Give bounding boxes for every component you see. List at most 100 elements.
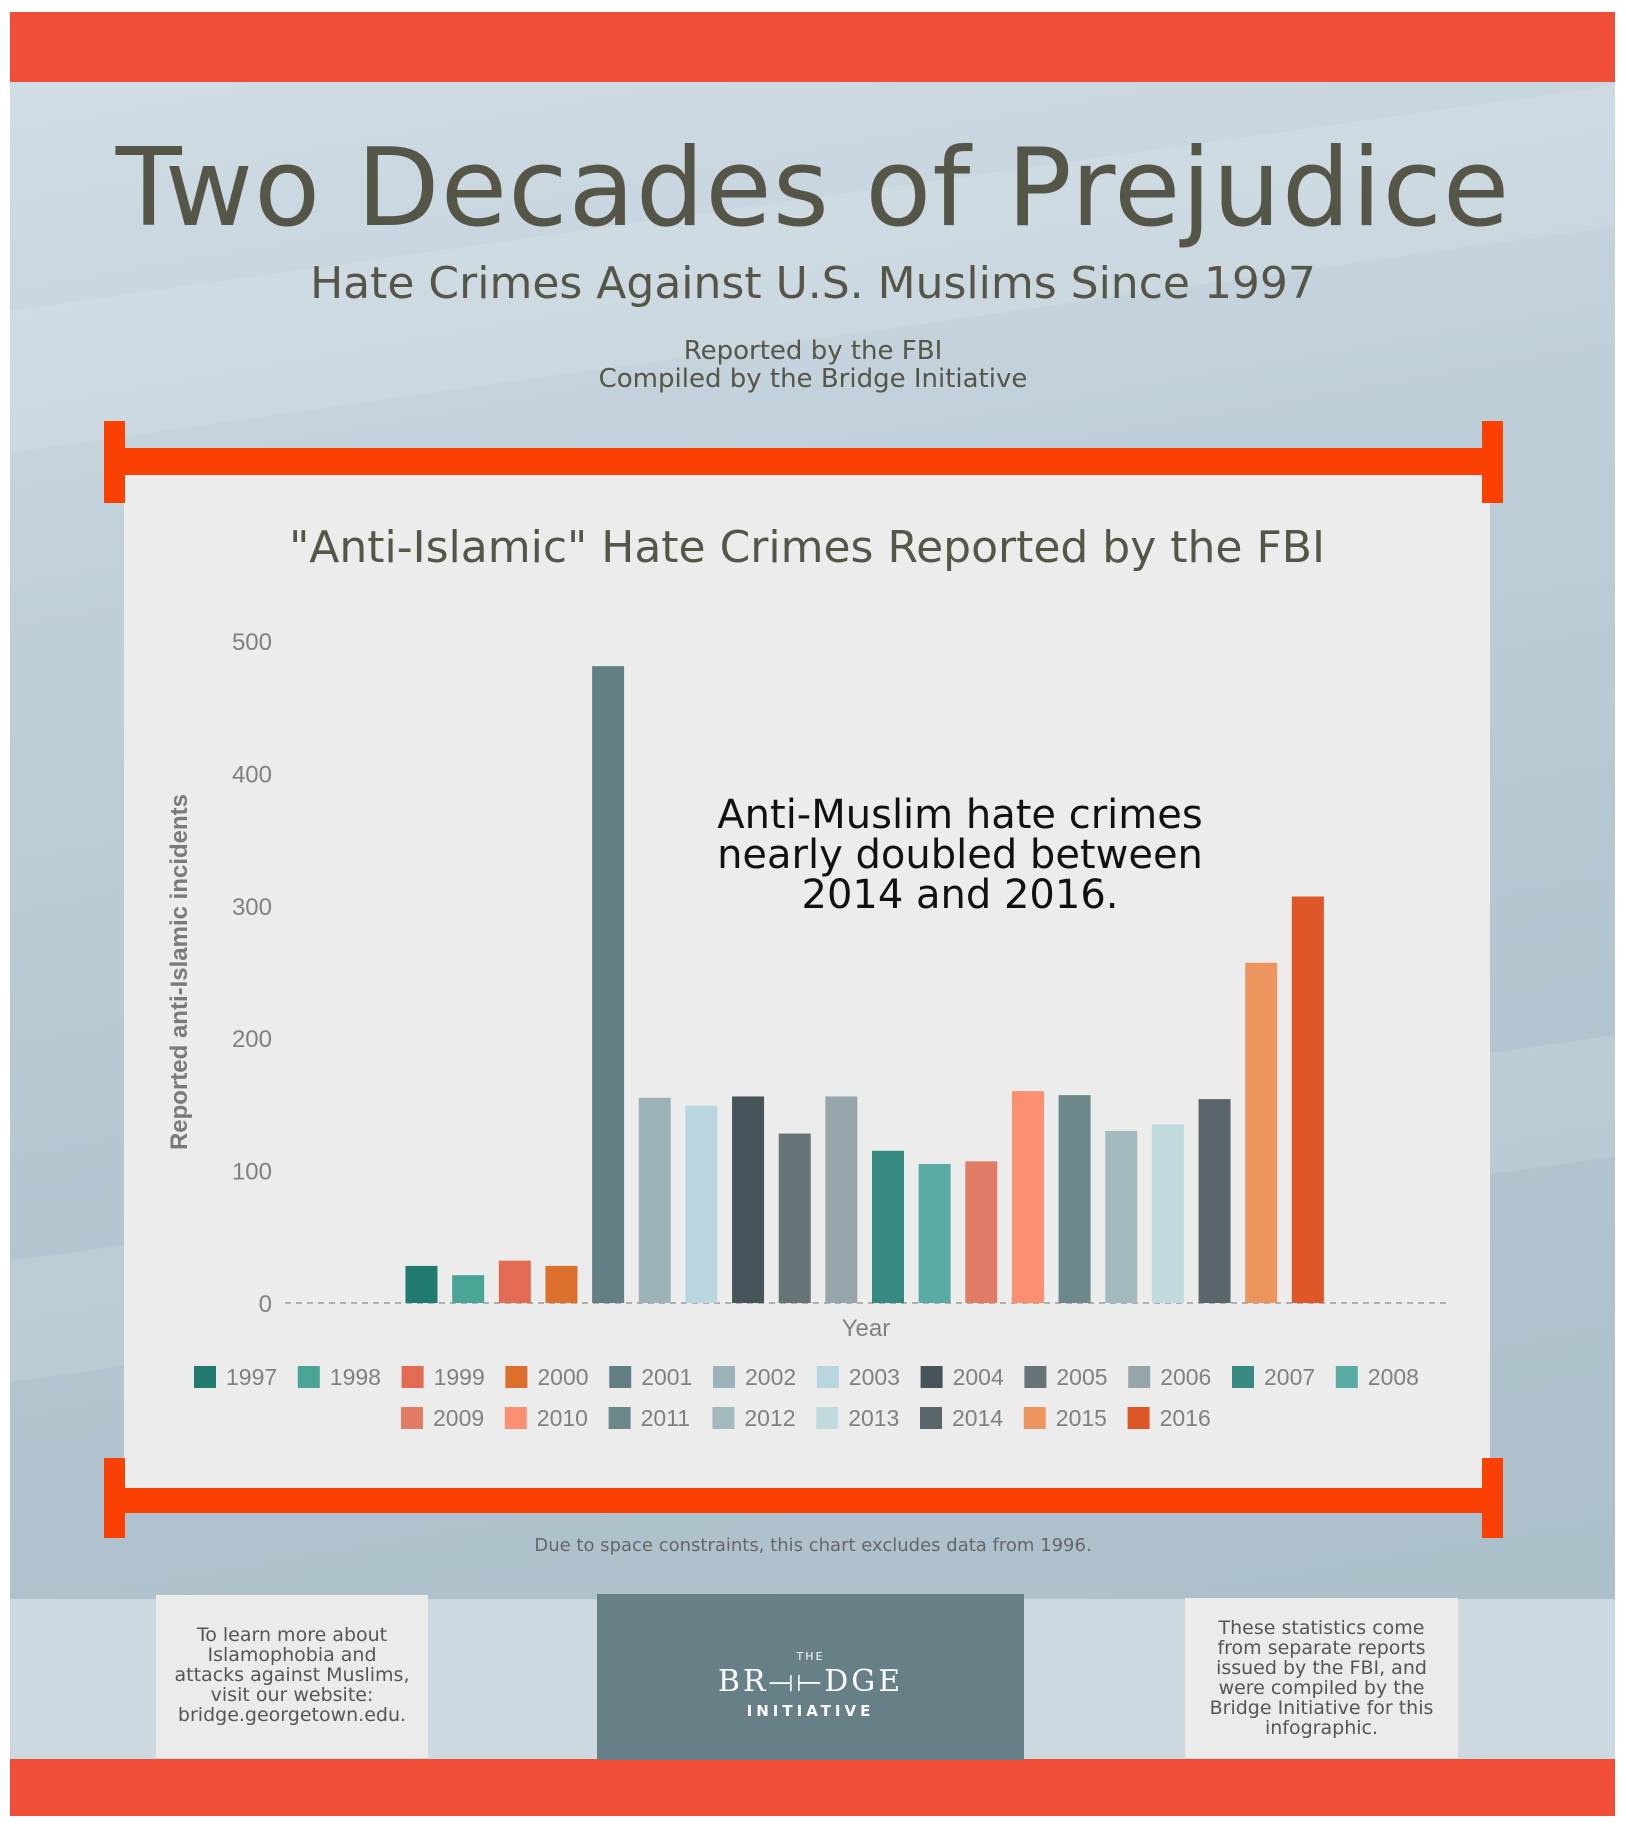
legend-label-2006: 2006 <box>1160 1364 1211 1390</box>
bar-2005 <box>778 1133 811 1303</box>
bar-2010 <box>1011 1091 1044 1303</box>
legend-label-2002: 2002 <box>745 1364 796 1390</box>
bottom-band <box>10 1759 1615 1816</box>
legend-label-2009: 2009 <box>433 1405 484 1431</box>
source-line: from separate reports <box>1217 1637 1426 1659</box>
y-axis-label: Reported anti-Islamic incidents <box>166 794 193 1150</box>
credit-line-1: Reported by the FBI <box>683 336 943 366</box>
bridge-initiative-logo: THE BR⟞⟝DGE INITIATIVE <box>597 1594 1024 1760</box>
bar-2000 <box>545 1265 578 1303</box>
legend-swatch-2005 <box>1024 1366 1047 1388</box>
legend-swatch-2010 <box>504 1407 527 1429</box>
website-info-box: To learn more about Islamophobia and att… <box>156 1595 428 1758</box>
legend-swatch-2004 <box>920 1366 943 1388</box>
bar-2003 <box>685 1105 718 1303</box>
legend-swatch-2008 <box>1335 1366 1358 1388</box>
legend-swatch-2007 <box>1232 1366 1254 1388</box>
bar-1998 <box>452 1275 485 1303</box>
legend-label-2004: 2004 <box>953 1364 1004 1390</box>
logo-subtitle: INITIATIVE <box>746 1702 875 1720</box>
legend-label-2001: 2001 <box>641 1364 692 1390</box>
legend-swatch-2016 <box>1127 1407 1150 1429</box>
legend-label-1998: 1998 <box>330 1364 381 1390</box>
source-line: Bridge Initiative for this <box>1209 1697 1434 1719</box>
bar-1997 <box>405 1265 438 1303</box>
top-bracket-right-end <box>1482 421 1503 503</box>
bar-2016 <box>1291 896 1324 1303</box>
legend-label-2000: 2000 <box>537 1364 588 1390</box>
legend-swatch-1998 <box>297 1366 320 1388</box>
annotation-line: Anti-Muslim hate crimes <box>717 792 1203 838</box>
legend-swatch-2006 <box>1128 1366 1151 1388</box>
logo-name: BR⟞⟝DGE <box>717 1664 904 1699</box>
chart-annotation: Anti-Muslim hate crimes nearly doubled b… <box>660 795 1260 915</box>
bar-2002 <box>638 1097 671 1303</box>
bar-2015 <box>1245 962 1278 1303</box>
info-line: attacks against Muslims, <box>174 1664 410 1686</box>
legend-swatch-2011 <box>608 1407 631 1429</box>
page-title: Two Decades of Prejudice <box>115 126 1511 251</box>
y-tick-label: 500 <box>232 629 272 656</box>
legend-swatch-2002 <box>713 1366 735 1388</box>
bar-2014 <box>1198 1099 1231 1303</box>
y-tick-label: 400 <box>232 761 272 788</box>
bar-2012 <box>1105 1130 1138 1303</box>
info-line: visit our website: <box>210 1684 374 1706</box>
top-bracket-left-end <box>104 421 125 503</box>
legend-swatch-2001 <box>609 1366 632 1388</box>
legend-label-2003: 2003 <box>849 1364 900 1390</box>
legend-swatch-2014 <box>920 1407 942 1429</box>
y-tick-label: 100 <box>232 1159 272 1186</box>
annotation-line: 2014 and 2016. <box>801 872 1119 918</box>
bottom-bracket-right-end <box>1482 1458 1503 1538</box>
source-line: infographic. <box>1264 1717 1379 1739</box>
footnote: Due to space constraints, this chart exc… <box>534 1535 1092 1556</box>
source-line: These statistics come <box>1218 1617 1425 1639</box>
annotation-line: nearly doubled between <box>717 832 1203 878</box>
bar-2001 <box>592 666 625 1303</box>
source-line: issued by the FBI, and <box>1216 1657 1427 1679</box>
bar-2011 <box>1058 1095 1091 1303</box>
legend-label-2016: 2016 <box>1160 1405 1211 1431</box>
legend-label-1997: 1997 <box>226 1364 277 1390</box>
bar-2009 <box>965 1161 998 1303</box>
bar-2004 <box>732 1096 765 1303</box>
logo-the: THE <box>796 1650 825 1663</box>
info-line: Islamophobia and <box>207 1644 377 1666</box>
bar-2006 <box>825 1096 858 1303</box>
source-line: were compiled by the <box>1218 1677 1425 1699</box>
top-band <box>10 12 1615 82</box>
statistics-source-box: These statistics come from separate repo… <box>1185 1598 1458 1758</box>
legend-swatch-2015 <box>1023 1407 1046 1429</box>
top-bracket-bar <box>104 448 1496 475</box>
legend-label-2005: 2005 <box>1056 1364 1107 1390</box>
page-subtitle: Hate Crimes Against U.S. Muslims Since 1… <box>310 258 1316 309</box>
legend-swatch-1997 <box>194 1366 216 1388</box>
legend-swatch-1999 <box>401 1366 424 1388</box>
legend-label-2008: 2008 <box>1368 1364 1419 1390</box>
bar-2007 <box>872 1150 904 1303</box>
bar-2013 <box>1151 1124 1184 1303</box>
chart-title: "Anti-Islamic" Hate Crimes Reported by t… <box>289 522 1325 573</box>
y-tick-label: 200 <box>232 1026 272 1053</box>
y-tick-label: 0 <box>259 1291 272 1318</box>
legend-label-2010: 2010 <box>537 1405 588 1431</box>
legend-label-2011: 2011 <box>641 1405 690 1431</box>
legend-swatch-2013 <box>816 1407 839 1429</box>
legend-label-2014: 2014 <box>952 1405 1003 1431</box>
y-tick-label: 300 <box>232 894 272 921</box>
website-link[interactable]: bridge.georgetown.edu. <box>177 1704 407 1726</box>
legend-label-2015: 2015 <box>1056 1405 1107 1431</box>
info-line: To learn more about <box>196 1624 388 1646</box>
legend-swatch-2003 <box>816 1366 839 1388</box>
bar-2008 <box>918 1163 951 1303</box>
credit-line-2: Compiled by the Bridge Initiative <box>598 364 1028 394</box>
x-axis-label: Year <box>842 1315 891 1342</box>
legend-label-2012: 2012 <box>744 1405 795 1431</box>
legend-label-1999: 1999 <box>434 1364 485 1390</box>
bottom-bracket-left-end <box>104 1458 125 1538</box>
bottom-bracket-bar <box>104 1488 1496 1513</box>
legend-label-2007: 2007 <box>1264 1364 1315 1390</box>
bar-1999 <box>498 1260 531 1303</box>
